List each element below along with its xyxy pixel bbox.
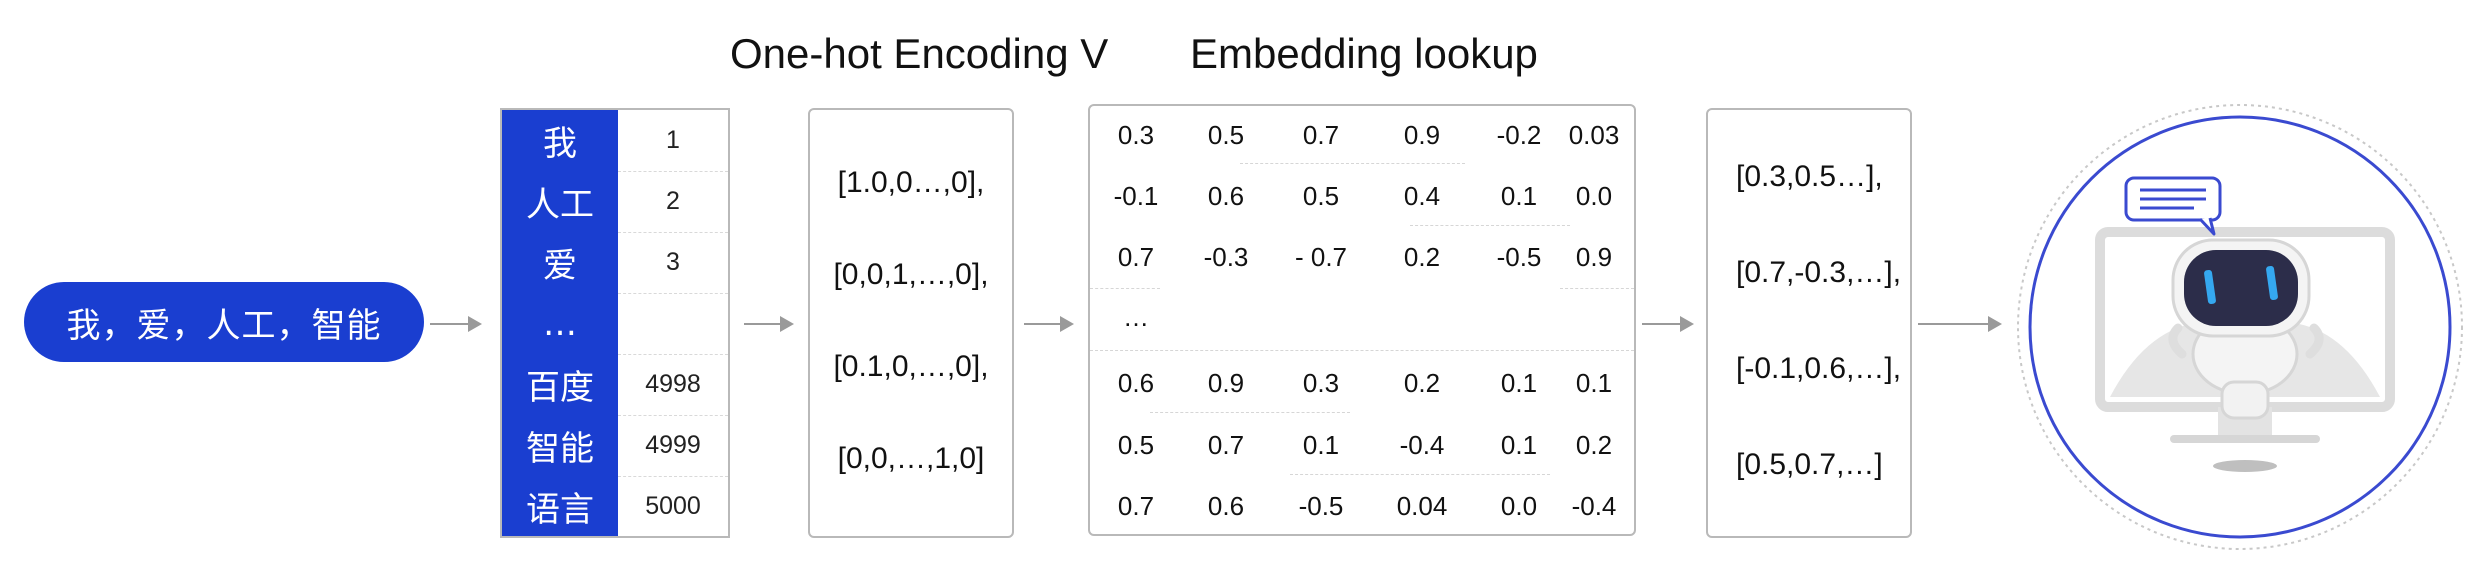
vocab-divider bbox=[618, 476, 728, 477]
embedding-cell: 0.6 bbox=[1117, 368, 1155, 398]
embedding-cell: 0.3 bbox=[1302, 368, 1340, 398]
embedding-divider bbox=[1090, 288, 1160, 289]
embedding-cell: - 0.7 bbox=[1294, 242, 1348, 272]
output-vector: [0.7,-0.3,…], bbox=[1736, 256, 1902, 289]
vocab-index: 3 bbox=[666, 248, 680, 276]
vocab-row: 我 1 bbox=[502, 110, 728, 171]
embedding-cell: 0.6 bbox=[1207, 491, 1245, 521]
embedding-cell: 0.04 bbox=[1396, 491, 1448, 521]
vocab-row: 语言 5000 bbox=[502, 476, 728, 536]
vocab-word: … bbox=[502, 293, 618, 354]
onehot-vector: [0,0,1,…,0], bbox=[833, 258, 989, 291]
arrow-input-to-vocab bbox=[430, 316, 482, 332]
onehot-title: One-hot Encoding V bbox=[730, 30, 1109, 77]
vocab-row: … bbox=[502, 293, 728, 354]
embedding-cell: -0.3 bbox=[1203, 242, 1249, 272]
embedding-cell: -0.4 bbox=[1399, 430, 1445, 460]
embedding-cell: 0.5 bbox=[1207, 120, 1245, 150]
vocab-divider bbox=[618, 293, 728, 294]
vocab-word: 语言 bbox=[502, 476, 618, 536]
embedding-cell: 0.5 bbox=[1117, 430, 1155, 460]
embedding-cell: -0.1 bbox=[1113, 181, 1159, 211]
vocab-word: 我 bbox=[502, 110, 618, 171]
embedding-divider bbox=[1410, 225, 1570, 226]
vocab-index: 4999 bbox=[645, 431, 701, 459]
robot-icon bbox=[2168, 238, 2324, 420]
vocab-row: 百度 4998 bbox=[502, 354, 728, 415]
output-vector: [0.5,0.7,…] bbox=[1736, 448, 1883, 481]
embedding-cell: 0.4 bbox=[1403, 181, 1441, 211]
vocab-word: 爱 bbox=[502, 232, 618, 293]
embedding-matrix: 0.3 0.5 0.7 0.9 -0.2 0.03 -0.1 0.6 0.5 0… bbox=[1088, 104, 1636, 536]
arrow-onehot-to-embedding bbox=[1024, 316, 1074, 332]
embedding-cell: -0.4 bbox=[1571, 491, 1617, 521]
embedding-cell: 0.0 bbox=[1500, 491, 1538, 521]
vocab-word: 人工 bbox=[502, 171, 618, 232]
embedding-cell: 0.7 bbox=[1302, 120, 1340, 150]
vocab-row: 人工 2 bbox=[502, 171, 728, 232]
embedding-divider bbox=[1240, 163, 1465, 164]
embedding-cell: 0.3 bbox=[1117, 120, 1155, 150]
vocab-index: 4998 bbox=[645, 370, 701, 398]
output-vector: [-0.1,0.6,…], bbox=[1736, 352, 1902, 385]
vocab-divider bbox=[618, 354, 728, 355]
embedding-cell: 0.1 bbox=[1500, 368, 1538, 398]
output-vector: [0.3,0.5…], bbox=[1736, 160, 1883, 193]
embedding-divider bbox=[1150, 412, 1350, 413]
vocab-row: 智能 4999 bbox=[502, 415, 728, 476]
embedding-divider bbox=[1560, 288, 1634, 289]
embedding-cell: -0.5 bbox=[1496, 242, 1542, 272]
embedding-cell: 0.1 bbox=[1575, 368, 1613, 398]
vocab-word: 百度 bbox=[502, 354, 618, 415]
arrow-output-to-robot bbox=[1918, 316, 2002, 332]
embedding-cell: 0.7 bbox=[1117, 491, 1155, 521]
vocab-row: 爱 3 bbox=[502, 232, 728, 293]
embedding-cell: 0.6 bbox=[1207, 181, 1245, 211]
embedding-cell: 0.1 bbox=[1302, 430, 1340, 460]
embedding-cell: -0.2 bbox=[1496, 120, 1542, 150]
onehot-vector: [0.1,0,…,0], bbox=[833, 350, 989, 383]
vocab-divider bbox=[618, 171, 728, 172]
embedding-cell: 0.2 bbox=[1575, 430, 1613, 460]
vocab-word: 智能 bbox=[502, 415, 618, 476]
embedding-cell: 0.2 bbox=[1403, 368, 1441, 398]
output-vectors-box: [0.3,0.5…], [0.7,-0.3,…], [-0.1,0.6,…], … bbox=[1706, 108, 1912, 538]
onehot-vector: [1.0,0…,0], bbox=[837, 166, 985, 199]
embedding-divider bbox=[1090, 350, 1634, 351]
onehot-vector: [0,0,…,1,0] bbox=[837, 442, 985, 475]
embedding-cell: 0.7 bbox=[1207, 430, 1245, 460]
embedding-cell: 0.5 bbox=[1302, 181, 1340, 211]
vocab-index bbox=[618, 293, 728, 354]
embedding-cell: 0.9 bbox=[1207, 368, 1245, 398]
vocab-divider bbox=[618, 232, 728, 233]
vocab-index: 2 bbox=[666, 187, 680, 215]
embedding-cell: 0.9 bbox=[1403, 120, 1441, 150]
embedding-cell: 0.1 bbox=[1500, 181, 1538, 211]
embedding-cell: 0.0 bbox=[1575, 181, 1613, 211]
embedding-ellipsis: … bbox=[1123, 302, 1149, 332]
embedding-cell: -0.5 bbox=[1298, 491, 1344, 521]
embedding-cell: 0.9 bbox=[1575, 242, 1613, 272]
vocab-index: 1 bbox=[666, 126, 680, 154]
vocab-table: 我 1 人工 2 爱 3 … 百度 4998 智能 4999 语言 bbox=[500, 108, 730, 538]
embedding-divider bbox=[1290, 474, 1550, 475]
robot-illustration bbox=[2017, 104, 2463, 550]
embedding-title: Embedding lookup bbox=[1190, 30, 1538, 77]
arrow-embedding-to-output bbox=[1642, 316, 1694, 332]
chat-bubble-icon bbox=[2124, 176, 2222, 236]
vocab-divider bbox=[618, 415, 728, 416]
input-sentence-pill: 我，爱，人工，智能 bbox=[24, 282, 424, 362]
embedding-cell: 0.2 bbox=[1403, 242, 1441, 272]
arrow-vocab-to-onehot bbox=[744, 316, 794, 332]
onehot-box: [1.0,0…,0], [0,0,1,…,0], [0.1,0,…,0], [0… bbox=[808, 108, 1014, 538]
embedding-cell: 0.03 bbox=[1568, 120, 1620, 150]
embedding-cell: 0.7 bbox=[1117, 242, 1155, 272]
embedding-cell: 0.1 bbox=[1500, 430, 1538, 460]
vocab-index: 5000 bbox=[645, 491, 701, 520]
